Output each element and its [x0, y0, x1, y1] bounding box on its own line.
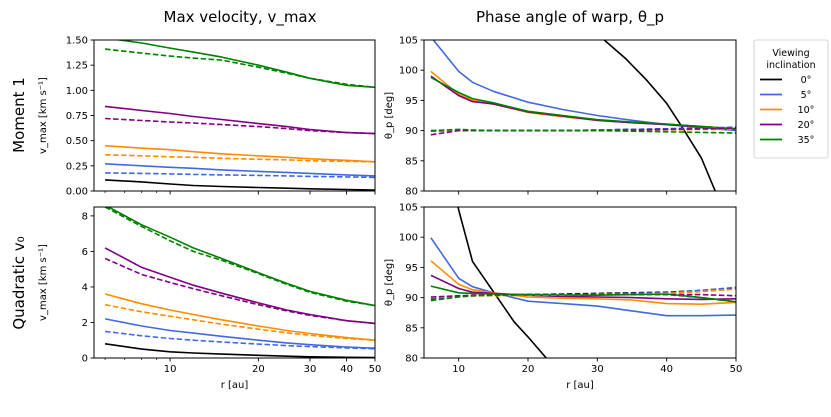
y-tick-label: 1.25	[66, 61, 88, 72]
legend-title-line-2: inclination	[766, 60, 815, 71]
col-title-vmax: Max velocity, v_max	[164, 8, 317, 27]
y-tick-label: 4	[82, 282, 88, 293]
series-line-solid-1	[105, 163, 375, 177]
series-line-dashed-8	[104, 207, 375, 307]
y-tick-label: 100	[399, 66, 418, 77]
series-line-dashed-9	[430, 128, 736, 134]
legend-frame	[753, 39, 829, 159]
row-title-quadratic: Quadratic v₀	[10, 236, 28, 329]
y-tick-label: 80	[405, 354, 418, 365]
x-tick-label: 50	[730, 364, 743, 375]
panel-moment1-theta: 80 85 90 95 100 105 θ_p [deg]	[384, 36, 737, 198]
series-line-solid-3	[104, 293, 375, 341]
y-tick-label: 0.00	[66, 187, 88, 198]
series-group	[104, 207, 375, 358]
legend-title-line-1: Viewing	[772, 48, 809, 59]
series-line-dashed-6	[105, 117, 375, 135]
series-group	[430, 207, 736, 358]
x-tick-label: 40	[340, 364, 353, 375]
y-axis-label: θ_p [deg]	[384, 92, 395, 139]
x-tick-label: 30	[591, 364, 604, 375]
axes-frame	[423, 206, 737, 359]
y-tick-label: 1.50	[66, 36, 88, 47]
y-tick-label: 95	[405, 263, 418, 274]
y-tick-label: 85	[405, 323, 418, 334]
legend-label: 5°	[801, 90, 812, 101]
series-line-solid-0	[457, 207, 548, 358]
y-tick-label: 0.25	[66, 161, 88, 172]
y-tick-label: 6	[82, 247, 88, 258]
series-line-solid-5	[105, 105, 375, 135]
series-line-solid-1	[104, 318, 375, 349]
series-line-solid-3	[105, 144, 375, 163]
y-tick-label: 0.75	[66, 111, 88, 122]
series-group	[430, 40, 736, 191]
x-tick-label: 50	[369, 364, 382, 375]
series-line-solid-0	[105, 179, 375, 191]
y-tick-label: 105	[399, 36, 418, 47]
x-tick-label: 10	[164, 364, 177, 375]
legend-label: 35°	[798, 135, 815, 146]
y-tick-label: 0	[82, 354, 88, 365]
x-tick-label: 30	[304, 364, 317, 375]
y-tick-label: 1.00	[66, 86, 88, 97]
series-line-solid-1	[432, 40, 736, 132]
series-line-dashed-4	[105, 154, 375, 163]
panel-quadratic-vmax: 0 2 4 6 8 10 20 30 40 50 v_max [km s⁻¹] r [au]	[38, 206, 382, 391]
row-title-moment1: Moment 1	[10, 77, 28, 153]
series-line-solid-0	[602, 40, 717, 191]
series-line-dashed-4	[104, 303, 375, 341]
y-tick-label: 2	[82, 318, 88, 329]
y-axis-label: θ_p [deg]	[384, 259, 395, 306]
y-tick-label: 105	[399, 203, 418, 214]
legend-label: 10°	[798, 105, 815, 116]
legend-label: 0°	[801, 75, 812, 86]
axes-frame	[93, 206, 376, 359]
y-tick-label: 95	[405, 96, 418, 107]
series-line-solid-0	[104, 343, 375, 358]
series-line-solid-5	[104, 247, 375, 325]
legend-label: 20°	[798, 120, 815, 131]
series-line-dashed-9	[430, 293, 736, 303]
series-line-solid-7	[106, 207, 375, 307]
series-line-solid-2	[430, 260, 736, 306]
series-group	[105, 40, 375, 191]
y-tick-label: 85	[405, 156, 418, 167]
series-line-solid-7	[113, 40, 375, 89]
y-tick-label: 100	[399, 233, 418, 244]
series-line-solid-4	[430, 76, 736, 130]
x-axis-label: r [au]	[566, 380, 594, 391]
y-tick-label: 80	[405, 187, 418, 198]
x-tick-label: 40	[660, 364, 673, 375]
x-tick-label: 20	[252, 364, 265, 375]
y-tick-label: 90	[405, 293, 418, 304]
y-tick-label: 0.50	[66, 136, 88, 147]
y-axis-label: v_max [km s⁻¹]	[38, 244, 49, 321]
y-tick-label: 90	[405, 126, 418, 137]
x-tick-label: 20	[522, 364, 535, 375]
y-tick-label: 8	[82, 211, 88, 222]
x-axis-label: r [au]	[221, 380, 249, 391]
x-tick-label: 10	[452, 364, 465, 375]
series-line-solid-3	[430, 274, 736, 301]
series-line-solid-1	[430, 237, 736, 317]
y-axis-label: v_max [km s⁻¹]	[38, 77, 49, 154]
legend: Viewing inclination 0° 5° 10° 20° 35°	[753, 39, 829, 159]
col-title-theta: Phase angle of warp, θ_p	[476, 8, 664, 27]
series-line-dashed-2	[105, 172, 375, 179]
axes-frame	[423, 39, 737, 192]
series-line-dashed-2	[105, 330, 375, 350]
panel-quadratic-theta: 80 85 90 95 100 105 10 20 30 40 50 θ_p [deg] r [au]	[384, 203, 743, 392]
panel-moment1-vmax: 0.00 0.25 0.50 0.75 1.00 1.25 1.50 v_max [km s⁻…	[38, 36, 376, 198]
series-line-dashed-8	[105, 48, 375, 89]
